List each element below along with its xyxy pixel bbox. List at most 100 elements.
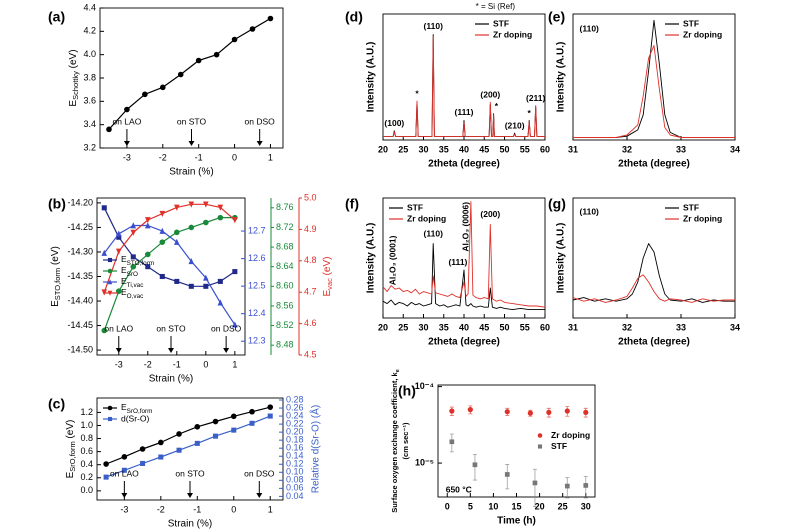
y-tick-label: -14.35 [67, 271, 93, 281]
y-tick-label: 0.04 [286, 491, 304, 501]
annotation: on LAO [104, 323, 133, 333]
annotation: (211) [526, 93, 546, 103]
legend-label-part: O,vac [127, 293, 144, 300]
data-point [217, 214, 224, 221]
data-point [121, 467, 127, 473]
y-tick-label: 0.22 [286, 418, 304, 428]
data-point [232, 269, 238, 275]
annotation: * [528, 108, 532, 118]
data-point [142, 91, 148, 98]
legend-label-part: Ti,vac [127, 282, 145, 289]
legend-label-part: E [121, 265, 127, 275]
data-point [174, 229, 180, 236]
x-tick-label: 30 [418, 322, 428, 332]
data-point [583, 483, 589, 488]
y-tick-label: -14.45 [67, 320, 93, 330]
series-line [383, 36, 545, 138]
annotation: on DSO [211, 323, 242, 333]
x-tick-label: 50 [499, 322, 509, 332]
data-point [174, 278, 180, 284]
data-point [213, 433, 219, 439]
x-tick-label: 0 [203, 359, 208, 369]
series-line [105, 406, 271, 465]
y-axis-label-part: (eV) [68, 49, 79, 71]
note: * = Si (Ref) [476, 2, 516, 11]
data-point [467, 407, 473, 413]
data-point [203, 283, 209, 289]
legend-label: Zr doping [407, 213, 446, 223]
data-point [564, 483, 570, 489]
x-axis-label: Strain (%) [149, 374, 193, 385]
annotation: (110) [580, 23, 600, 33]
legend-label: STF [683, 202, 699, 212]
x-tick-label: -3 [115, 359, 123, 369]
data-point [101, 249, 108, 256]
y-tick-label: 0.10 [286, 467, 304, 477]
legend-label: Zr doping [683, 213, 722, 223]
y-tick-label: 4.8 [304, 255, 317, 265]
annotation: on STO [175, 468, 205, 478]
annotation: on DSO [244, 468, 275, 478]
data-point [212, 418, 219, 425]
data-point [472, 462, 478, 468]
data-point [203, 201, 209, 208]
y-axis-label: ESTO,form (eV) [50, 246, 62, 307]
arrow-head [115, 348, 122, 353]
y-axis-label-part: E [65, 471, 76, 478]
arrow-head [187, 493, 193, 498]
x-tick-label: 31 [568, 322, 578, 332]
x-axis-label: Strain (%) [169, 167, 213, 178]
x-tick-label: 10 [488, 501, 498, 511]
data-point [159, 210, 166, 217]
annotation: Al₂O₃ (0006) [461, 202, 471, 252]
x-tick-label: 45 [479, 144, 489, 154]
series-line [103, 203, 236, 293]
data-point [177, 71, 184, 78]
y-tick-label: 8.76 [276, 202, 294, 212]
series-line [572, 243, 735, 303]
data-point [176, 431, 182, 437]
series-line [105, 415, 271, 478]
legend-label: STF [493, 18, 509, 28]
y-axis-label-part: SrO,form [68, 441, 77, 471]
data-point [267, 404, 274, 410]
y-tick-label: 12.5 [248, 281, 266, 291]
series-line [573, 45, 735, 138]
data-point [130, 222, 137, 229]
arrow-head [256, 141, 263, 146]
data-point [449, 439, 455, 445]
y-axis-label: Relative d(Sr-O) (Å) [309, 405, 322, 493]
legend-label: d(Sr-O) [121, 413, 150, 423]
series-line [573, 19, 735, 138]
series-line [108, 17, 271, 130]
y-tick-label: 3.6 [83, 96, 96, 106]
x-tick-label: 0 [445, 501, 450, 511]
y-tick-label: -14.50 [67, 344, 93, 354]
data-point [103, 461, 109, 467]
y-tick-label: 0.8 [80, 433, 93, 443]
legend-label: STF [551, 441, 567, 451]
legend-label: Zr doping [551, 430, 590, 440]
y-tick-label: 12.4 [248, 308, 266, 318]
y-axis-label-part: Surface oxygen exchange coefficient, k [390, 372, 399, 513]
data-point [583, 409, 589, 416]
data-point [159, 239, 166, 245]
y-tick-label: 0.08 [286, 475, 304, 485]
x-axis-label: 2theta (degree) [618, 337, 690, 348]
y-tick-label: 3.4 [83, 119, 96, 129]
data-point [121, 454, 128, 460]
legend-label-part: E [121, 402, 127, 412]
y-tick-label: 8.64 [276, 261, 294, 271]
x-axis-label: Time (h) [497, 516, 536, 527]
data-point [203, 219, 209, 226]
annotation: * [495, 101, 499, 111]
y-tick-label: 1.0 [80, 420, 93, 430]
data-point [130, 229, 137, 236]
y-axis-label: Intensity (A.U.) [366, 223, 377, 294]
legend-label: Zr doping [683, 29, 722, 39]
legend-label-part: E [121, 276, 127, 286]
data-point [231, 36, 238, 43]
x-tick-label: 25 [398, 322, 408, 332]
y-tick-label: -14.30 [67, 246, 93, 256]
y-tick-label: 0.4 [80, 459, 93, 469]
